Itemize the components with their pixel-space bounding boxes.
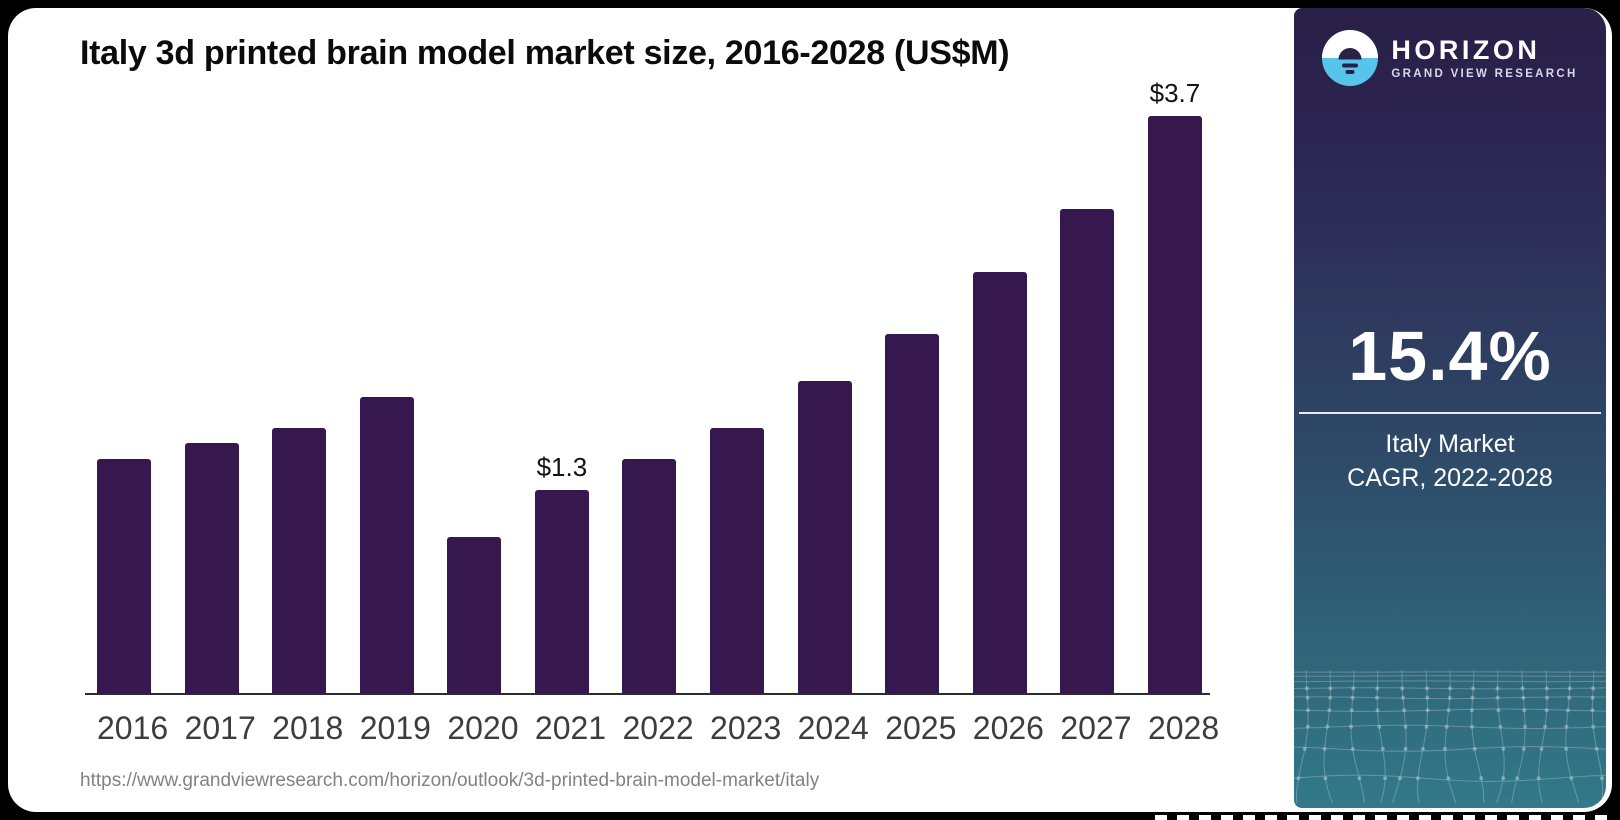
bar-2025 (885, 334, 940, 693)
bar-2018 (272, 428, 327, 693)
x-tick-label: 2017 (184, 710, 256, 746)
bar-2022 (622, 459, 677, 693)
cagr-stat-value: 15.4% (1348, 317, 1552, 395)
bar-chart-plot-area: $1.3 $3.7 (97, 78, 1202, 693)
bar-2023 (710, 428, 765, 693)
wireframe-mesh-decoration (1294, 669, 1606, 804)
x-tick-label: 2020 (447, 710, 519, 746)
x-tick-label: 2018 (272, 710, 344, 746)
infographic-card: Italy 3d printed brain model market size… (8, 8, 1612, 812)
x-tick-label: 2022 (622, 710, 694, 746)
chart-title: Italy 3d printed brain model market size… (80, 34, 1010, 72)
bar-2028: $3.7 (1147, 78, 1202, 693)
x-tick-label: 2023 (710, 710, 782, 746)
horizon-sun-logo-icon (1322, 30, 1379, 86)
bar-2019 (359, 397, 414, 693)
x-tick-label: 2028 (1147, 710, 1220, 746)
bar-2027 (1060, 209, 1115, 693)
brand-logo-row: HORIZON GRAND VIEW RESEARCH (1294, 30, 1606, 86)
bottom-edge-dashes (1155, 815, 1613, 820)
x-axis-tick-labels: 2016 2017 2018 2019 2020 2021 2022 2023 2024 2025… (97, 709, 1220, 747)
brand-sidebar: HORIZON GRAND VIEW RESEARCH 15.4% Italy … (1294, 8, 1606, 808)
brand-text-block: HORIZON GRAND VIEW RESEARCH (1391, 36, 1577, 80)
x-tick-label: 2025 (885, 710, 957, 746)
x-tick-label: 2021 (534, 710, 607, 746)
x-tick-label: 2024 (797, 710, 869, 746)
bar-value-label: $3.7 (1149, 78, 1201, 108)
bar-2017 (184, 443, 239, 693)
stat-label-line2: CAGR, 2022-2028 (1347, 464, 1553, 492)
x-axis-line (85, 693, 1210, 695)
bar-2026 (972, 272, 1027, 693)
brand-subtitle: GRAND VIEW RESEARCH (1391, 68, 1578, 80)
x-tick-label: 2016 (97, 710, 169, 746)
bar-2021: $1.3 (534, 452, 589, 693)
brand-name: HORIZON (1391, 35, 1541, 65)
x-tick-label: 2027 (1060, 710, 1132, 746)
cagr-stat-label: Italy Market CAGR, 2022-2028 (1294, 427, 1606, 495)
bar-2024 (797, 381, 852, 693)
stat-divider (1299, 412, 1601, 414)
bar-value-label: $1.3 (536, 452, 588, 482)
stat-label-line1: Italy Market (1385, 430, 1515, 458)
x-tick-label: 2026 (972, 710, 1044, 746)
bar-2020 (447, 537, 502, 693)
source-url: https://www.grandviewresearch.com/horizo… (80, 770, 820, 791)
x-tick-label: 2019 (359, 710, 431, 746)
bar-2016 (97, 459, 151, 693)
